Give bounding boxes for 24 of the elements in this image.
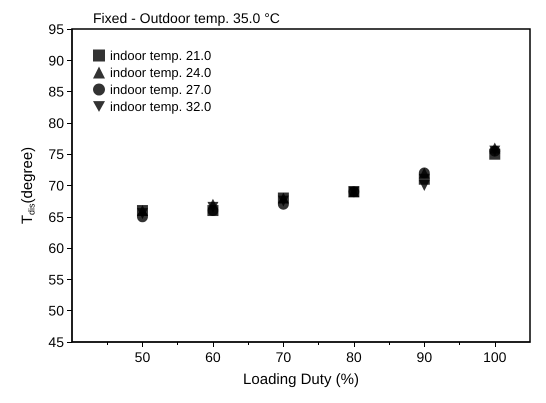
y-tick-label: 55 [48, 271, 64, 288]
chart-title: Fixed - Outdoor temp. 35.0 °C [93, 10, 280, 26]
legend-label: indoor temp. 32.0 [110, 99, 212, 114]
x-tick-label: 100 [483, 349, 507, 365]
x-tick-label: 60 [205, 349, 221, 365]
x-axis-title: Loading Duty (%) [243, 371, 359, 388]
x-tick-label: 80 [346, 349, 362, 365]
y-axis-title: Tdis(degree) [19, 146, 36, 224]
y-tick-label: 45 [48, 334, 64, 350]
x-tick-label: 90 [416, 349, 432, 365]
legend-label: indoor temp. 27.0 [110, 82, 212, 97]
x-tick-label: 70 [276, 349, 292, 365]
y-tick-label: 85 [48, 84, 64, 100]
y-tick-label: 70 [48, 178, 64, 194]
legend-label: indoor temp. 21.0 [110, 48, 212, 63]
legend-label: indoor temp. 24.0 [110, 65, 212, 80]
y-tick-label: 50 [48, 302, 64, 319]
y-tick-label: 60 [48, 240, 64, 256]
y-tick-label: 80 [48, 114, 64, 131]
y-tick-label: 95 [48, 21, 64, 37]
y-tick-label: 75 [48, 146, 64, 162]
y-tick-label: 65 [48, 208, 64, 225]
x-tick-label: 50 [134, 349, 150, 365]
y-tick-label: 90 [48, 52, 64, 68]
